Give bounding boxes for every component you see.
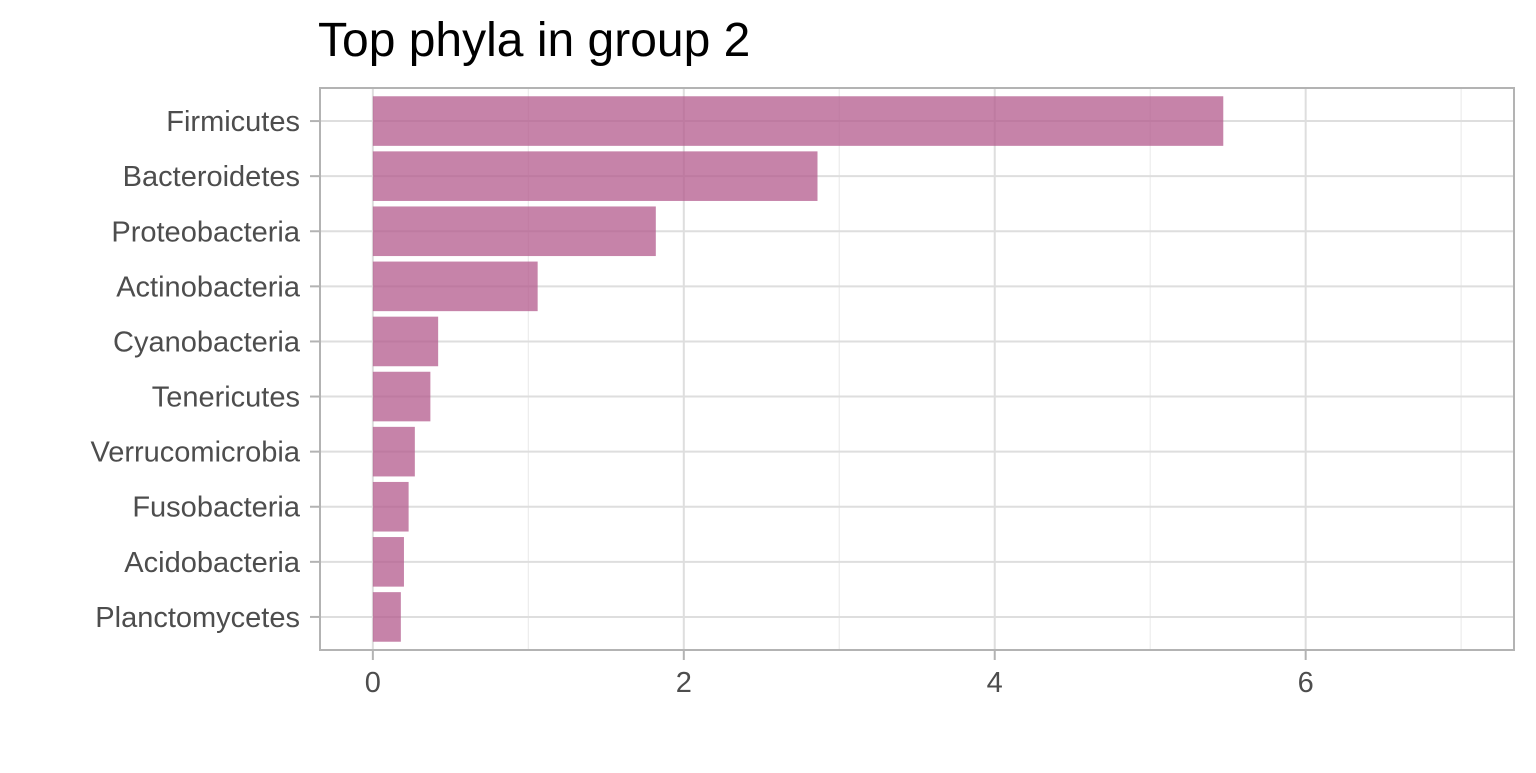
y-tick-label: Planctomycetes [95, 602, 300, 634]
bar-firmicutes [372, 96, 1224, 146]
y-tick-label: Fusobacteria [132, 492, 301, 524]
bar-acidobacteria [372, 537, 404, 587]
bar-planctomycetes [372, 592, 401, 642]
bar-proteobacteria [372, 206, 656, 257]
y-tick-label: Actinobacteria [116, 271, 301, 303]
y-tick-label: Proteobacteria [111, 216, 300, 248]
bars [372, 96, 1224, 642]
y-tick-label: Cyanobacteria [113, 326, 301, 358]
panel-border [319, 87, 1515, 651]
bar-tenericutes [372, 371, 431, 422]
x-tick-label: 2 [676, 667, 692, 699]
x-tick-label: 0 [365, 667, 381, 699]
y-axis: Firmicutes Bacteroidetes Proteobacteria Act… [90, 106, 320, 634]
bar-bacteroidetes [372, 151, 818, 201]
x-axis: 0 2 4 6 [365, 650, 1314, 699]
y-tick-label: Acidobacteria [124, 547, 301, 579]
y-tick-label: Bacteroidetes [123, 161, 300, 193]
bar-verrucomicrobia [372, 426, 415, 477]
chart-title: Top phyla in group 2 [318, 14, 750, 67]
bar-cyanobacteria [372, 316, 439, 367]
y-tick-label: Tenericutes [152, 382, 300, 414]
bar-actinobacteria [372, 261, 538, 312]
y-tick-label: Verrucomicrobia [90, 437, 300, 469]
bar-fusobacteria [372, 481, 409, 532]
x-tick-label: 4 [987, 667, 1003, 699]
x-tick-label: 6 [1298, 667, 1314, 699]
y-tick-label: Firmicutes [166, 106, 300, 138]
